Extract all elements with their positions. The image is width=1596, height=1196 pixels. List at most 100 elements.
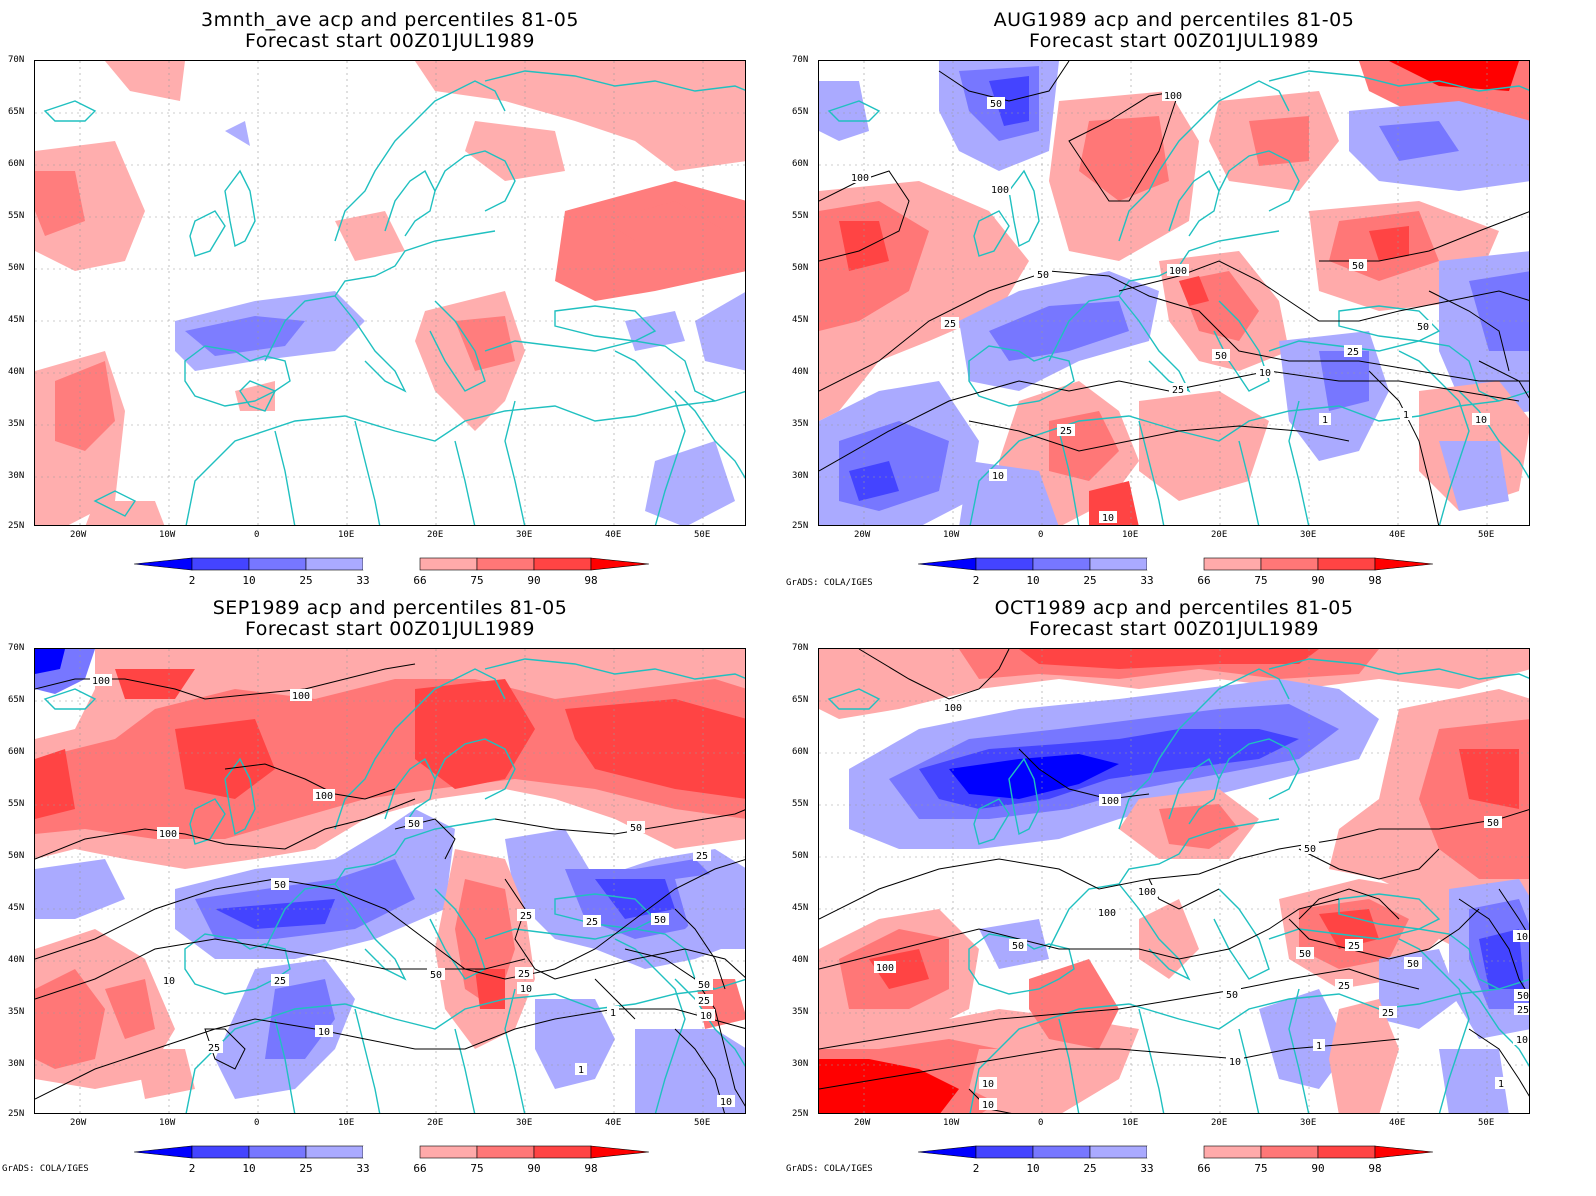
contour-label: 1 [1316,1041,1322,1052]
contour-label: 50 [1417,322,1429,333]
lon-label: 0 [1038,530,1044,540]
lat-label: 30N [8,1059,25,1069]
map: 50 100 100 100 50 100 50 25 50 25 25 10 … [818,60,1530,526]
colorbar-tick: 25 [1083,574,1096,587]
colorbar-tick: 98 [1368,574,1381,587]
lat-label: 70N [792,643,809,653]
colorbar: 2 10 25 33 66 75 90 98 [133,1144,654,1180]
contour-label: 50 [274,880,286,891]
lon-label: 10E [338,1118,355,1128]
lat-label: 65N [792,107,809,117]
contour-label: 10 [318,1027,330,1038]
lon-label: 10E [1122,530,1139,540]
lat-label: 60N [8,747,25,757]
lon-label: 10E [338,530,355,540]
map-canvas: 50 100 100 100 50 100 50 25 50 25 25 10 … [819,61,1529,525]
contour-label: 100 [876,963,894,974]
contour-label: 10 [1229,1057,1241,1068]
colorbar: 2 10 25 33 66 75 90 98 [917,1144,1438,1180]
coastlines [43,70,745,525]
lat-label: 70N [792,55,809,65]
lon-label: 20W [854,530,871,540]
contour-label: 25 [696,851,708,862]
lat-label: 50N [792,851,809,861]
lon-label: 40E [605,530,622,540]
contour-label: 100 [92,676,110,687]
contour-label: 100 [1101,796,1119,807]
contour-label: 10 [700,1011,712,1022]
contour-label: 10 [163,976,175,987]
grads-credit: GrADS: COLA/IGES [786,1164,873,1174]
map-canvas [35,61,745,525]
colorbar-tick: 33 [356,574,369,587]
lat-label: 60N [792,159,809,169]
colorbar-tick: 75 [1254,1162,1267,1175]
contour-label: 100 [315,791,333,802]
contour-label: 25 [586,917,598,928]
contour-label: 50 [1517,991,1529,1002]
contour-label: 100 [292,691,310,702]
colorbar-tick: 10 [242,1162,255,1175]
contour-lines [819,649,1529,1113]
contour-label: 50 [430,970,442,981]
colorbar-tick: 90 [527,1162,540,1175]
lon-label: 20E [427,530,444,540]
lat-label: 25N [792,1109,809,1119]
grid-lines [35,649,745,1113]
colorbar-tick: 10 [242,574,255,587]
lat-label: 40N [8,955,25,965]
lon-label: 20W [854,1118,871,1128]
contour-label: 50 [1215,351,1227,362]
colorbar: 2 10 25 33 66 75 90 98 [133,556,654,592]
colorbar-tick: 33 [356,1162,369,1175]
contour-label: 1 [578,1065,584,1076]
panel-subtitle: Forecast start 00Z01JUL1989 [1028,30,1320,52]
contour-label: 50 [1407,959,1419,970]
contour-label: 25 [518,969,530,980]
panel-subtitle: Forecast start 00Z01JUL1989 [244,30,536,52]
contour-label: 50 [1299,949,1311,960]
lon-label: 10W [159,530,176,540]
lon-label: 10W [943,1118,960,1128]
lat-label: 35N [792,419,809,429]
lon-label: 10W [159,1118,176,1128]
contour-label: 1 [1498,1079,1504,1090]
colorbar-tick: 90 [1311,1162,1324,1175]
colorbar: 2 10 25 33 66 75 90 98 [917,556,1438,592]
colorbar-tick: 98 [584,574,597,587]
lat-label: 55N [792,799,809,809]
lat-label: 65N [8,695,25,705]
lat-label: 50N [792,263,809,273]
colorbar-tick: 10 [1026,1162,1039,1175]
lat-label: 40N [8,367,25,377]
contour-label: 25 [698,996,710,1007]
lat-label: 35N [8,419,25,429]
lon-label: 20E [1211,530,1228,540]
lat-label: 25N [8,521,25,531]
lat-label: 50N [8,851,25,861]
lon-label: 10E [1122,1118,1139,1128]
contour-label: 100 [991,185,1009,196]
grads-credit: GrADS: COLA/IGES [786,578,873,588]
contour-label: 25 [1348,941,1360,952]
colorbar-tick: 75 [470,574,483,587]
contour-label: 25 [520,911,532,922]
contour-label: 1 [1322,415,1328,426]
contour-label: 50 [1012,941,1024,952]
lon-label: 10W [943,530,960,540]
colorbar-tick: 33 [1140,574,1153,587]
panel-3mnth-ave: 3mnth_ave acp and percentiles 81-05 Fore… [0,0,780,590]
shading [35,61,745,525]
contour-label: 50 [630,823,642,834]
lat-label: 65N [8,107,25,117]
contour-label: 25 [274,976,286,987]
panel-sep1989: SEP1989 acp and percentiles 81-05 Foreca… [0,588,780,1178]
contour-label: 25 [208,1043,220,1054]
contour-labels: 50 100 100 100 50 100 50 25 50 25 25 10 … [849,89,1490,524]
contour-label: 10 [992,471,1004,482]
contour-label: 25 [1172,385,1184,396]
contour-label: 10 [720,1097,732,1108]
colorbar-tick: 2 [973,1162,980,1175]
contour-label: 100 [944,703,962,714]
panel-title: 3mnth_ave acp and percentiles 81-05 [201,9,579,31]
